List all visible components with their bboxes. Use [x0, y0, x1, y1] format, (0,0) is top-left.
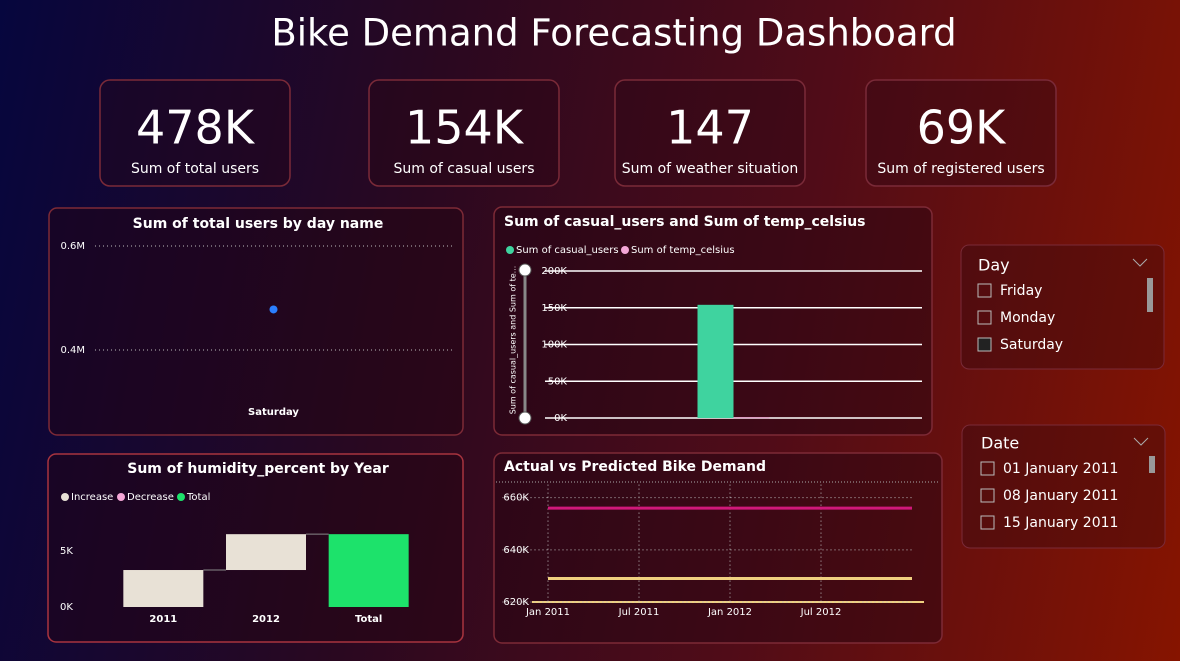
slicer-card [960, 244, 1165, 370]
bar [123, 570, 204, 607]
bar [328, 534, 409, 607]
kpi-label: Sum of casual users [394, 161, 535, 177]
chart-panel [48, 207, 464, 436]
zoom-handle[interactable] [518, 263, 532, 277]
scrollbar[interactable] [1147, 278, 1153, 312]
legend-label: Sum of casual_users [516, 245, 619, 256]
legend-label: Increase [71, 492, 113, 503]
x-tick-label: Jan 2011 [525, 607, 570, 618]
y-tick-label: 0.4M [60, 345, 85, 356]
scrollbar[interactable] [1149, 456, 1155, 473]
y-tick-label: 0K [60, 602, 73, 613]
kpi-card [865, 79, 1057, 187]
slicer-item[interactable]: 01 January 2011 [1003, 461, 1118, 477]
kpi-value: 478K [136, 101, 256, 155]
legend-label: Total [186, 492, 210, 503]
legend-marker [621, 246, 629, 254]
point [269, 305, 278, 314]
slicer-item[interactable]: Monday [1000, 310, 1055, 326]
slicer-card [961, 424, 1166, 549]
kpi-card [368, 79, 560, 187]
y-axis-label: Sum of casual_users and Sum of te... [509, 266, 518, 415]
legend-marker [177, 493, 185, 501]
dashboard-title: Bike Demand Forecasting Dashboard [271, 12, 956, 55]
slicer-item[interactable]: Saturday [1000, 337, 1063, 353]
checkbox[interactable] [980, 488, 995, 503]
kpi-label: Sum of registered users [877, 161, 1044, 177]
slicer-title: Date [981, 434, 1019, 453]
y-tick-label: 5K [60, 546, 73, 557]
slicer-item[interactable]: 08 January 2011 [1003, 488, 1118, 504]
x-tick-label: Jul 2012 [800, 607, 842, 618]
x-tick-label: 2011 [149, 614, 177, 625]
x-tick-label: 2012 [252, 614, 280, 625]
y-tick-label: 640K [503, 545, 529, 556]
x-tick-label: Total [355, 614, 382, 625]
slicer-item[interactable]: Friday [1000, 283, 1042, 299]
kpi-value: 69K [917, 101, 1008, 155]
slicer-item[interactable]: 15 January 2011 [1003, 515, 1118, 531]
bar [697, 304, 734, 418]
chart-title: Actual vs Predicted Bike Demand [504, 459, 766, 475]
chart-title: Sum of humidity_percent by Year [127, 461, 389, 477]
kpi-value: 147 [666, 101, 754, 155]
chart-panel [493, 452, 943, 644]
chevron[interactable] [1132, 258, 1148, 267]
chart-title: Sum of total users by day name [133, 216, 384, 232]
checkbox[interactable] [977, 337, 992, 352]
kpi-card [99, 79, 291, 187]
kpi-label: Sum of total users [131, 161, 259, 177]
x-tick-label: Jan 2012 [707, 607, 752, 618]
y-tick-label: 620K [503, 597, 529, 608]
kpi-card [614, 79, 806, 187]
x-tick-label: Jul 2011 [618, 607, 660, 618]
bar [226, 534, 306, 571]
zoom-handle[interactable] [518, 411, 532, 425]
legend-label: Decrease [127, 492, 174, 503]
kpi-value: 154K [405, 101, 525, 155]
y-tick-label: 660K [503, 493, 529, 504]
slicer-title: Day [978, 256, 1010, 275]
bar [733, 417, 770, 419]
kpi-label: Sum of weather situation [622, 161, 799, 177]
checkbox[interactable] [980, 461, 995, 476]
checkbox[interactable] [977, 310, 992, 325]
legend-marker [506, 246, 514, 254]
checkbox[interactable] [977, 283, 992, 298]
chart-title: Sum of casual_users and Sum of temp_cels… [504, 214, 866, 230]
chevron[interactable] [1133, 437, 1149, 446]
legend-label: Sum of temp_celsius [631, 245, 735, 256]
checkbox[interactable] [980, 515, 995, 530]
legend-marker [61, 493, 69, 501]
x-tick-label: Saturday [248, 407, 299, 418]
legend-marker [117, 493, 125, 501]
y-tick-label: 0.6M [60, 241, 85, 252]
